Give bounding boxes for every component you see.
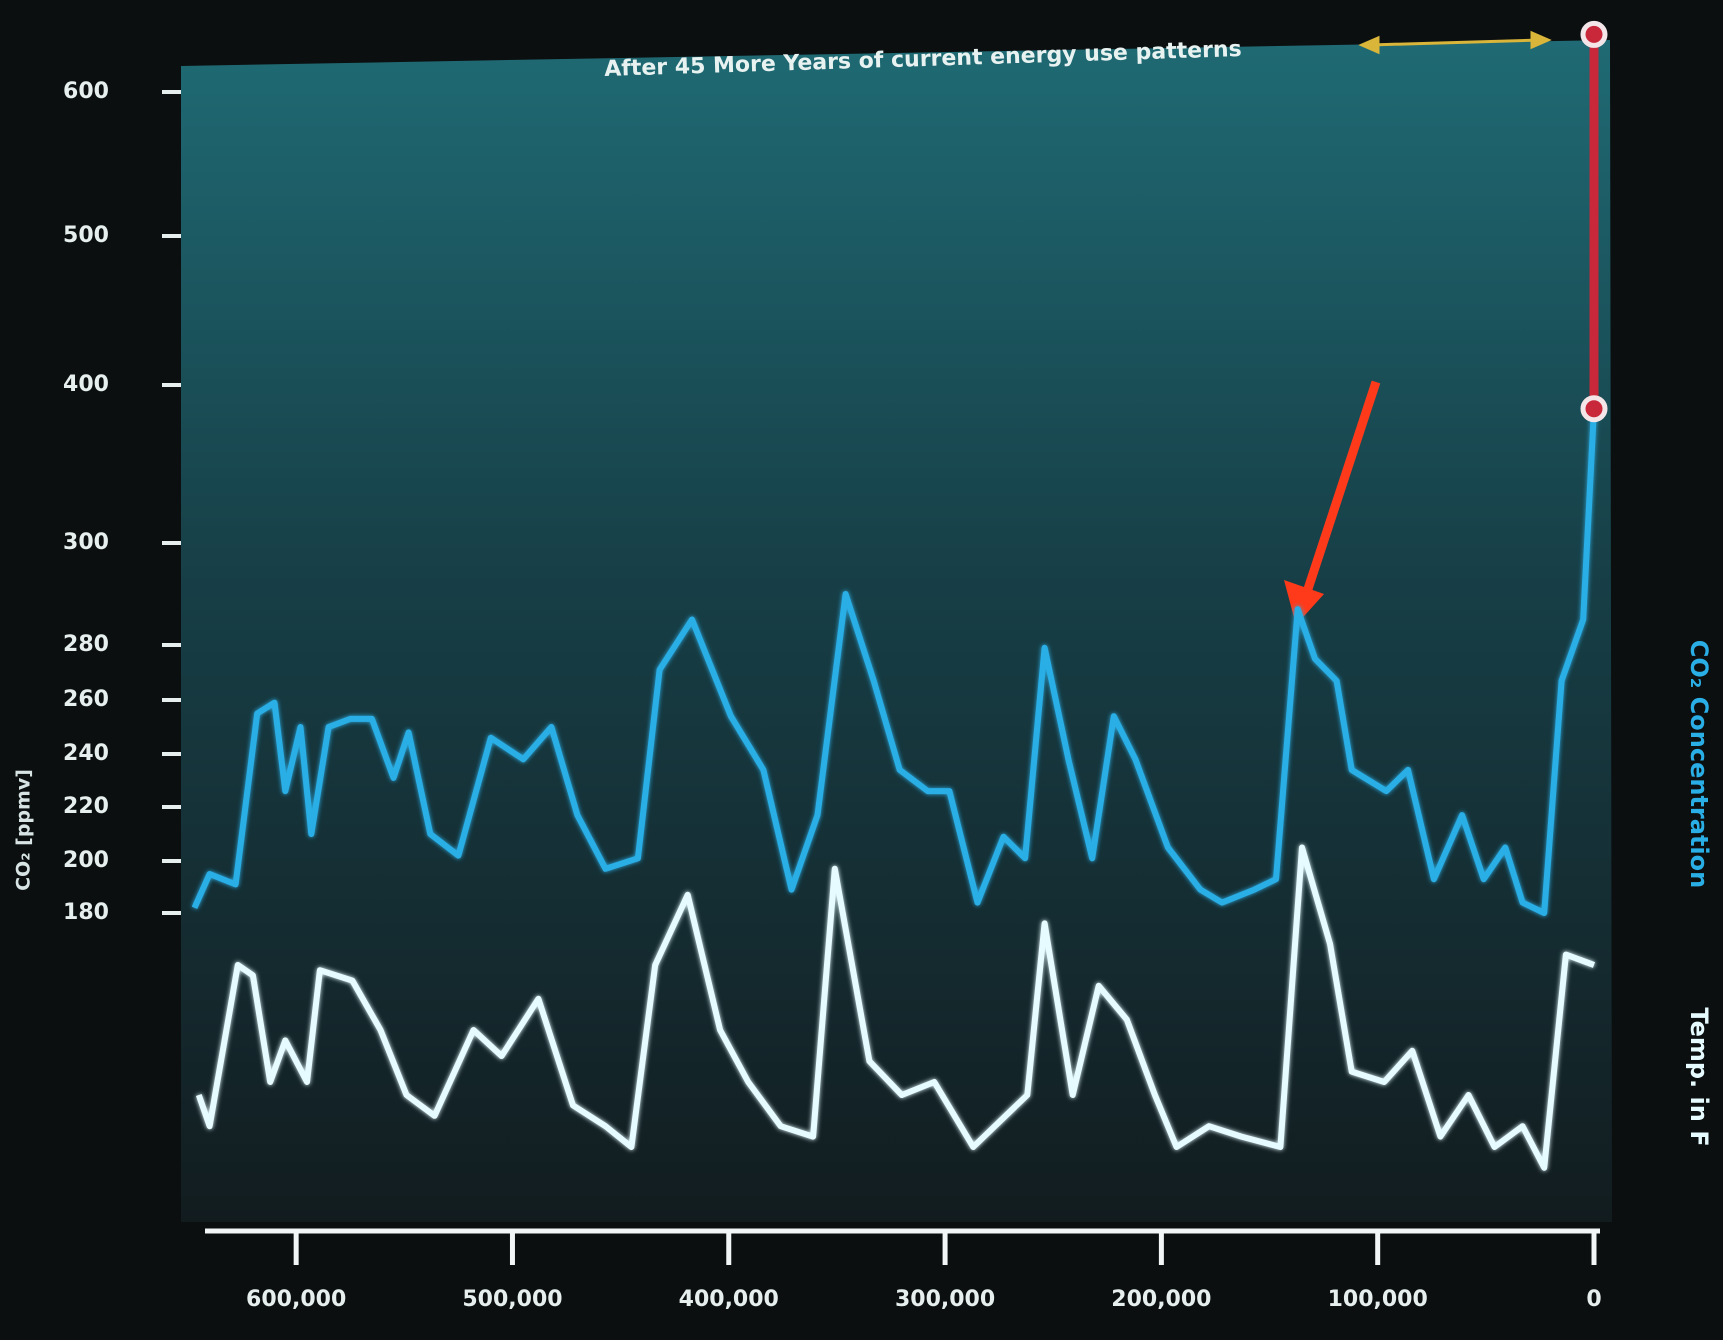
y-tick-label: 500 xyxy=(63,223,109,248)
x-tick-label: 400,000 xyxy=(679,1287,779,1312)
y-tick-label: 180 xyxy=(63,900,109,925)
y-tick-label: 400 xyxy=(63,372,109,397)
x-tick-label: 300,000 xyxy=(895,1287,995,1312)
series-label: CO₂ Concentration xyxy=(1685,640,1713,888)
y-tick-label: 300 xyxy=(63,530,109,555)
chart: After 45 More Years of current energy us… xyxy=(0,0,1723,1340)
plot-area xyxy=(181,40,1612,1222)
x-tick-label: 0 xyxy=(1586,1287,1601,1312)
projection-point xyxy=(1583,398,1605,420)
projection-point xyxy=(1583,23,1605,45)
y-tick-label: 600 xyxy=(63,79,109,104)
series-label: Temp. in F xyxy=(1685,1007,1713,1146)
x-tick-label: 600,000 xyxy=(246,1287,346,1312)
x-tick-label: 200,000 xyxy=(1111,1287,1211,1312)
y-tick-label: 280 xyxy=(63,632,109,657)
y-tick-label: 260 xyxy=(63,687,109,712)
y-tick-label: 220 xyxy=(63,794,109,819)
y-tick-label: 200 xyxy=(63,848,109,873)
y-tick-label: 240 xyxy=(63,741,109,766)
x-tick-label: 500,000 xyxy=(462,1287,562,1312)
x-tick-label: 100,000 xyxy=(1328,1287,1428,1312)
y-axis-label: CO₂ [ppmv] xyxy=(13,769,35,891)
